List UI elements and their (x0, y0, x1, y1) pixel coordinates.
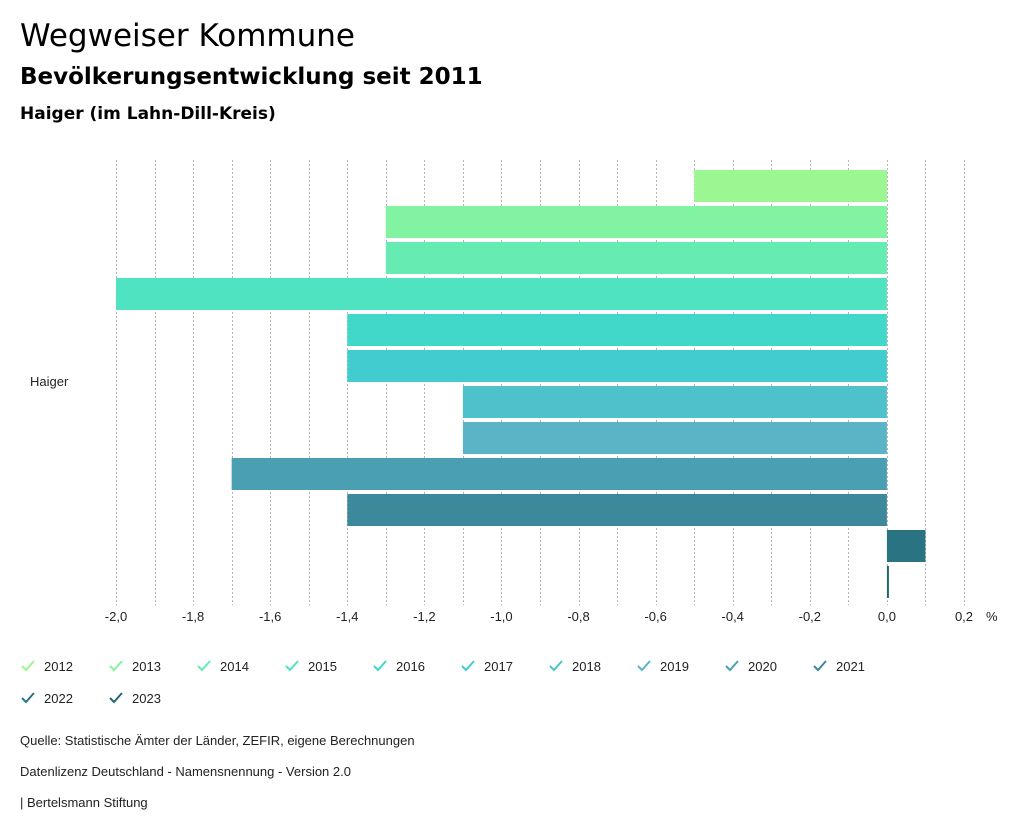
legend-label: 2020 (748, 658, 777, 674)
legend-item-2022[interactable]: 2022 (20, 690, 73, 706)
x-unit-label: % (986, 609, 998, 624)
check-icon (109, 692, 123, 704)
x-tick-label: -1,4 (336, 609, 358, 624)
check-icon (197, 660, 211, 672)
legend-label: 2015 (308, 658, 337, 674)
legend-label: 2022 (44, 690, 73, 706)
x-tick-label: -0,8 (567, 609, 589, 624)
bar-chart: Haiger -2,0 -1,8 -1,6 -1,4 -1,2 -1,0 -0,8 -0,6 -0… (30, 160, 998, 624)
legend-item-2019[interactable]: 2019 (636, 658, 689, 674)
x-tick-label: -0,2 (799, 609, 821, 624)
bar-2018[interactable] (462, 386, 887, 418)
legend-label: 2016 (396, 658, 425, 674)
bar-2017[interactable] (347, 350, 887, 382)
check-icon (285, 660, 299, 672)
x-tick-label: -1,2 (413, 609, 435, 624)
chart-subtitle: Bevölkerungsentwicklung seit 2011 (20, 64, 483, 90)
x-tick-label: -1,8 (182, 609, 204, 624)
x-tick-label: -1,0 (490, 609, 512, 624)
x-tick-label: -0,4 (722, 609, 744, 624)
bar-2016[interactable] (347, 314, 887, 346)
x-tick-label: 0,2 (955, 609, 973, 624)
bar-2020[interactable] (231, 458, 887, 490)
legend-label: 2014 (220, 658, 249, 674)
legend-label: 2017 (484, 658, 513, 674)
check-icon (725, 660, 739, 672)
legend-item-2017[interactable]: 2017 (460, 658, 513, 674)
bar-2023[interactable] (886, 566, 889, 598)
bar-2015[interactable] (116, 278, 887, 310)
legend-label: 2012 (44, 658, 73, 674)
legend-label: 2021 (836, 658, 865, 674)
check-icon (813, 660, 827, 672)
legend-label: 2013 (132, 658, 161, 674)
legend-item-2023[interactable]: 2023 (108, 690, 161, 706)
legend-item-2014[interactable]: 2014 (196, 658, 249, 674)
check-icon (637, 660, 651, 672)
legend-label: 2018 (572, 658, 601, 674)
page-title: Wegweiser Kommune (20, 18, 355, 54)
bar-2013[interactable] (385, 206, 887, 238)
bar-2021[interactable] (347, 494, 887, 526)
check-icon (109, 660, 123, 672)
legend-item-2021[interactable]: 2021 (812, 658, 865, 674)
category-label: Haiger (30, 374, 69, 389)
source-note: Quelle: Statistische Ämter der Länder, Z… (20, 733, 415, 748)
legend-item-2012[interactable]: 2012 (20, 658, 73, 674)
x-tick-label: -1,6 (259, 609, 281, 624)
legend-item-2016[interactable]: 2016 (372, 658, 425, 674)
legend-label: 2019 (660, 658, 689, 674)
check-icon (21, 660, 35, 672)
check-icon (373, 660, 387, 672)
publisher-note: | Bertelsmann Stiftung (20, 795, 148, 810)
bar-2019[interactable] (462, 422, 887, 454)
legend-item-2020[interactable]: 2020 (724, 658, 777, 674)
x-tick-label: 0,0 (878, 609, 896, 624)
region-label: Haiger (im Lahn-Dill-Kreis) (20, 104, 276, 124)
x-tick-label: -2,0 (105, 609, 127, 624)
check-icon (461, 660, 475, 672)
bar-2012[interactable] (694, 170, 887, 202)
legend-item-2018[interactable]: 2018 (548, 658, 601, 674)
legend-label: 2023 (132, 690, 161, 706)
check-icon (21, 692, 35, 704)
legend-item-2013[interactable]: 2013 (108, 658, 161, 674)
license-note: Datenlizenz Deutschland - Namensnennung … (20, 764, 351, 779)
legend-item-2015[interactable]: 2015 (284, 658, 337, 674)
bar-2022[interactable] (886, 530, 926, 562)
bar-2014[interactable] (385, 242, 887, 274)
check-icon (549, 660, 563, 672)
x-tick-label: -0,6 (644, 609, 666, 624)
